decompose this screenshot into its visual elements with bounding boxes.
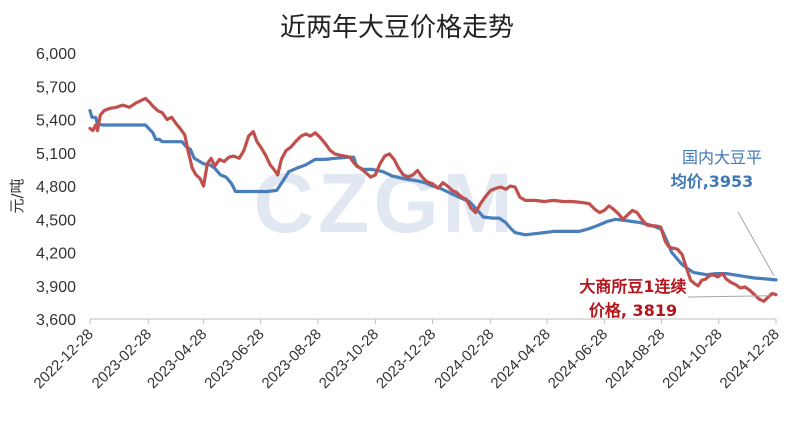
annotation-leader-dce — [687, 295, 771, 298]
annotation-domestic-line1: 国内大豆平 — [682, 148, 762, 167]
x-tick-label: 2024-06-28 — [545, 326, 611, 392]
x-tick-label: 2023-04-28 — [144, 326, 210, 392]
x-tick-label: 2024-04-28 — [488, 326, 554, 392]
x-tick-label: 2024-02-28 — [431, 326, 497, 392]
x-tick-label: 2024-12-28 — [717, 326, 783, 392]
annotation-domestic-line2: 均价,3953 — [671, 172, 754, 191]
y-tick-label: 3,600 — [36, 312, 76, 329]
annotation-dce-line2: 价格, 3819 — [589, 301, 677, 320]
x-tick-label: 2024-10-28 — [659, 326, 725, 392]
x-tick-label: 2023-06-28 — [201, 326, 267, 392]
x-tick-label: 2024-08-28 — [602, 326, 668, 392]
x-tick-label: 2022-12-28 — [31, 326, 97, 392]
annotation-dce-line1: 大商所豆1连续 — [579, 277, 686, 296]
chart-title: 近两年大豆价格走势 — [280, 13, 514, 43]
series-layer — [88, 96, 778, 303]
y-tick-label: 5,400 — [36, 113, 76, 130]
x-tick-label: 2023-10-28 — [316, 326, 382, 392]
y-axis-label: 元/吨 — [8, 178, 26, 213]
x-tick-label: 2023-12-28 — [373, 326, 439, 392]
annotation-leader-domestic — [737, 211, 775, 277]
y-tick-label: 4,800 — [36, 179, 76, 196]
y-tick-label: 3,900 — [36, 279, 76, 296]
y-tick-label: 5,700 — [36, 79, 76, 96]
series-line-dce-soybean — [88, 96, 778, 303]
y-tick-label: 6,000 — [36, 46, 76, 63]
y-tick-label: 5,100 — [36, 146, 76, 163]
x-tick-label: 2023-08-28 — [259, 326, 325, 392]
y-tick-label: 4,200 — [36, 246, 76, 263]
y-tick-label: 4,500 — [36, 212, 76, 229]
